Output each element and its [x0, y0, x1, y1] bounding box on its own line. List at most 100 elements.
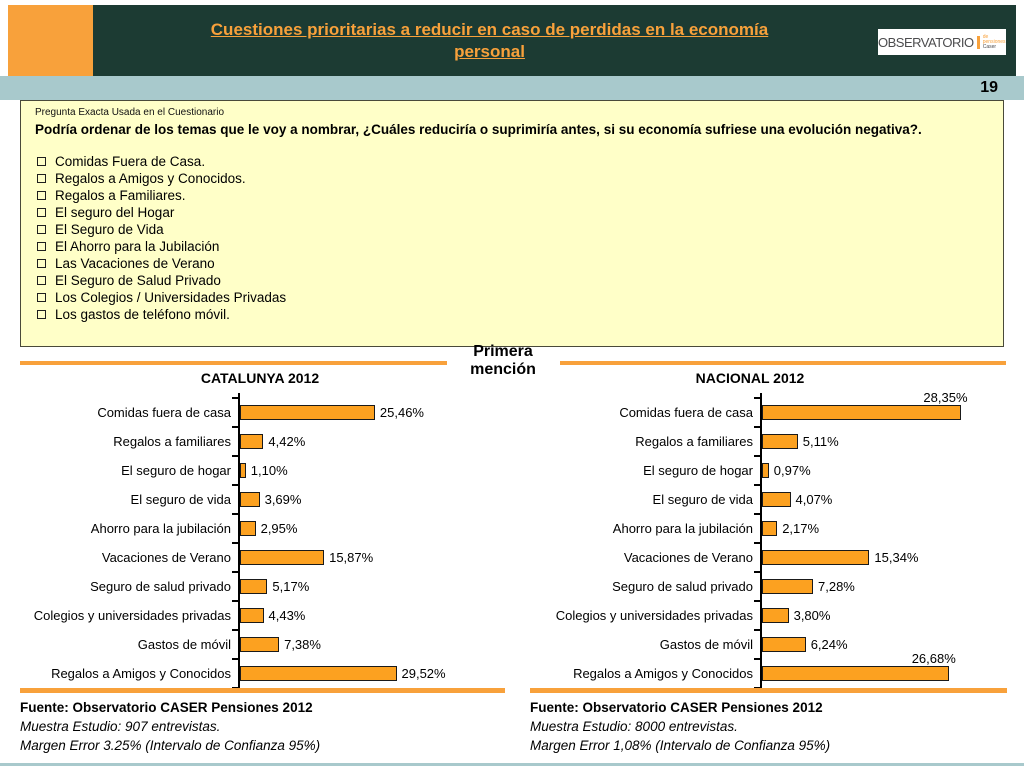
question-box-label: Pregunta Exacta Usada en el Cuestionario	[35, 107, 225, 118]
chart-row: Gastos de móvil 7,38%	[28, 630, 498, 659]
axis-tick	[754, 571, 760, 573]
chart-nacional: Comidas fuera de casa 28,35% Regalos a fam…	[535, 390, 1010, 689]
source-note-nacional: Fuente: Observatorio CASER Pensiones 201…	[530, 698, 1024, 755]
chart-row: Regalos a Amigos y Conocidos 29,52%	[28, 659, 498, 688]
chart-title-catalunya: CATALUNYA 2012	[200, 370, 320, 386]
header-bar: Cuestiones prioritarias a reducir en cas…	[93, 5, 1016, 76]
margen-line: Margen Error 3.25% (Intervalo de Confian…	[20, 738, 321, 753]
checkbox-icon	[37, 242, 46, 251]
axis-tick	[754, 397, 760, 399]
category-label: El seguro de hogar	[121, 463, 231, 478]
category-label: Regalos a Amigos y Conocidos	[573, 666, 753, 681]
axis-tick	[754, 629, 760, 631]
value-label: 5,17%	[272, 579, 310, 594]
value-label: 7,38%	[284, 637, 321, 652]
bar	[762, 637, 806, 652]
list-item-label: El seguro del Hogar	[55, 205, 175, 220]
category-label: Vacaciones de Verano	[101, 550, 231, 565]
category-label: Vacaciones de Verano	[623, 550, 753, 565]
fuente-line: Fuente: Observatorio CASER Pensiones 201…	[20, 700, 313, 715]
bar-cell: 4,43%	[238, 601, 498, 630]
bar	[240, 434, 264, 449]
bar-cell: 0,97%	[760, 456, 1010, 485]
bar-cell: 7,28%	[760, 572, 1010, 601]
category-label: Seguro de salud privado	[90, 579, 231, 594]
bar-cell: 3,69%	[238, 485, 498, 514]
section-divider-right	[560, 361, 1006, 365]
bar-cell: 28,35%	[760, 390, 1010, 427]
axis-tick	[754, 658, 760, 660]
value-label: 26,68%	[911, 651, 956, 666]
axis-tick	[754, 687, 760, 689]
bar	[240, 608, 264, 623]
category-label: Regalos a familiares	[113, 434, 231, 449]
axis-tick	[754, 513, 760, 515]
bar	[240, 521, 256, 536]
value-label: 1,10%	[250, 463, 288, 478]
list-item-label: Comidas Fuera de Casa.	[55, 154, 206, 169]
bar	[762, 434, 798, 449]
logo-wordmark: OBSERVATORIO	[878, 34, 974, 50]
axis-tick	[232, 426, 238, 428]
list-item-label: Las Vacaciones de Verano	[55, 256, 215, 271]
value-label: 3,80%	[793, 608, 831, 623]
fuente-line: Fuente: Observatorio CASER Pensiones 201…	[530, 700, 823, 715]
bar	[762, 608, 789, 623]
section-divider-left	[20, 361, 447, 365]
value-label: 29,52%	[401, 666, 446, 681]
value-label: 5,11%	[802, 434, 839, 449]
muestra-line: Muestra Estudio: 907 entrevistas.	[20, 719, 221, 734]
observatorio-logo: OBSERVATORIO de pensiones Caser	[878, 29, 1006, 55]
chart-catalunya: Comidas fuera de casa 25,46% Regalos a fam…	[28, 393, 498, 689]
checkbox-icon	[37, 174, 46, 183]
header-accent-square	[8, 5, 93, 76]
value-label: 2,95%	[260, 521, 298, 536]
bar	[240, 579, 268, 594]
value-label: 0,97%	[773, 463, 811, 478]
chart-row: Ahorro para la jubilación 2,17%	[535, 514, 1010, 543]
chart-row: Comidas fuera de casa 25,46%	[28, 398, 498, 427]
page-title-line2: personal	[454, 41, 525, 61]
page-number: 19	[980, 79, 998, 96]
bar-cell: 2,17%	[760, 514, 1010, 543]
checkbox-icon	[37, 157, 46, 166]
logo-subtext: de pensiones Caser	[982, 33, 1006, 50]
category-label: Regalos a familiares	[635, 434, 753, 449]
bar	[762, 550, 870, 565]
list-item-label: El Ahorro para la Jubilación	[55, 239, 220, 254]
value-label: 15,34%	[874, 550, 919, 565]
bar-cell: 6,24%	[760, 630, 1010, 659]
logo-subtext-line1: de pensiones	[982, 33, 1006, 45]
chart-row: El seguro de hogar 1,10%	[28, 456, 498, 485]
chart-row: Regalos a familiares 5,11%	[535, 427, 1010, 456]
checkbox-icon	[37, 276, 46, 285]
axis-tick	[232, 542, 238, 544]
chart-row: Colegios y universidades privadas 4,43%	[28, 601, 498, 630]
bar	[762, 492, 791, 507]
logo-bar-icon	[976, 35, 980, 49]
margen-line: Margen Error 1,08% (Intervalo de Confian…	[530, 738, 831, 753]
value-label: 2,17%	[782, 521, 820, 536]
chart-underline-left	[20, 688, 505, 693]
bar-cell: 25,46%	[238, 398, 498, 427]
value-label: 7,28%	[818, 579, 855, 594]
value-label: 3,69%	[264, 492, 302, 507]
page-title: Cuestiones prioritarias a reducir en cas…	[95, 19, 885, 63]
question-box: Pregunta Exacta Usada en el Cuestionario…	[20, 100, 1004, 347]
list-item-label: Los Colegios / Universidades Privadas	[55, 290, 287, 305]
bar-cell: 3,80%	[760, 601, 1010, 630]
bar-cell: 5,17%	[238, 572, 498, 601]
bar	[762, 579, 813, 594]
axis-tick	[754, 426, 760, 428]
axis-tick	[232, 513, 238, 515]
category-label: Comidas fuera de casa	[97, 405, 231, 420]
value-label: 15,87%	[329, 550, 374, 565]
list-item: El Seguro de Vida	[35, 221, 991, 238]
bar-cell: 2,95%	[238, 514, 498, 543]
bar	[240, 666, 397, 681]
list-item: El Ahorro para la Jubilación	[35, 238, 991, 255]
checkbox-icon	[37, 293, 46, 302]
axis-line	[760, 393, 762, 688]
axis-tick	[232, 571, 238, 573]
